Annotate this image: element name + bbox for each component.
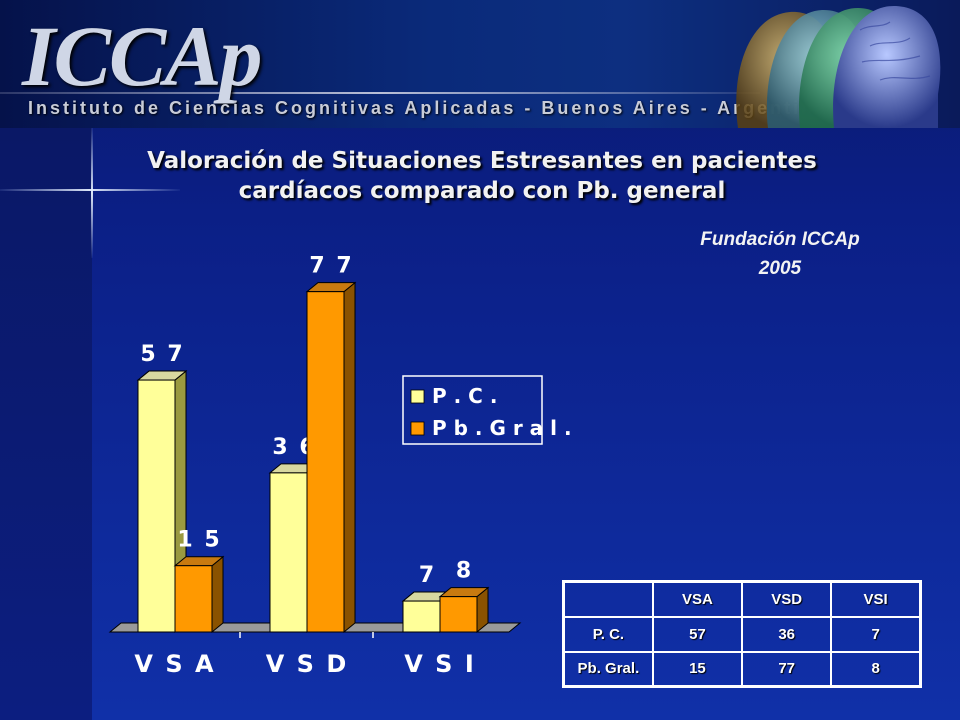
bar-pc (402, 600, 441, 633)
table-row: Pb. Gral. 15 77 8 (562, 650, 922, 688)
bar-pc (137, 379, 176, 633)
slide-title-line-2: cardíacos comparado con Pb. general (238, 178, 726, 204)
left-band (0, 128, 92, 720)
light-flare-horizontal (0, 189, 180, 191)
data-label: 8 (456, 559, 473, 584)
table-corner-cell (562, 580, 654, 618)
data-label: 5 7 (140, 342, 184, 367)
table-cell: 15 (651, 650, 744, 688)
table-header-cell: VSI (830, 580, 922, 618)
bar-pbgral (306, 291, 345, 633)
table-header-cell: VSD (741, 580, 833, 618)
bar-side (343, 281, 356, 634)
table-row-label: P. C. (562, 615, 654, 653)
banner-divider (0, 92, 760, 94)
bar-pbgral (174, 565, 213, 633)
data-label: 7 7 (309, 254, 353, 279)
table-row: P. C. 57 36 7 (562, 615, 922, 653)
bar-side (211, 555, 224, 634)
table-row-label: Pb. Gral. (562, 650, 654, 688)
legend-swatch (410, 421, 425, 436)
light-flare-vertical (91, 128, 93, 258)
header-banner: ICCAp Instituto de Ciencias Cognitivas A… (0, 0, 960, 128)
slide-title-line-1: Valoración de Situaciones Estresantes en… (147, 148, 817, 174)
data-label: 1 5 (177, 528, 221, 553)
slide-title: Valoración de Situaciones Estresantes en… (92, 146, 872, 206)
legend-label: P . C . (432, 384, 497, 408)
table-header-row: VSA VSD VSI (562, 580, 922, 618)
table-cell: 7 (830, 615, 922, 653)
legend-box (402, 375, 543, 445)
data-table: VSA VSD VSI P. C. 57 36 7 Pb. Gral. 15 7… (562, 580, 922, 688)
x-tick-label: V S A (134, 650, 215, 678)
table-header-cell: VSA (651, 580, 744, 618)
legend-swatch (410, 389, 425, 404)
legend-label: P b . G r a l . (432, 416, 572, 440)
x-tick-label: V S D (266, 650, 349, 678)
institute-name: Instituto de Ciencias Cognitivas Aplicad… (28, 98, 829, 118)
table-cell: 57 (651, 615, 744, 653)
bar-pbgral (439, 596, 478, 633)
table-cell: 36 (741, 615, 833, 653)
table-cell: 77 (741, 650, 833, 688)
brain-heads-illustration (736, 5, 941, 128)
iccap-logo: ICCAp (22, 8, 263, 104)
data-label: 7 (419, 563, 436, 588)
table-cell: 8 (830, 650, 922, 688)
source-note: Fundación ICCAp 2005 (700, 225, 860, 283)
bar-pc (269, 472, 308, 633)
source-year: 2005 (758, 258, 802, 279)
source-org: Fundación ICCAp (700, 229, 860, 250)
x-tick-label: V S I (404, 650, 476, 678)
